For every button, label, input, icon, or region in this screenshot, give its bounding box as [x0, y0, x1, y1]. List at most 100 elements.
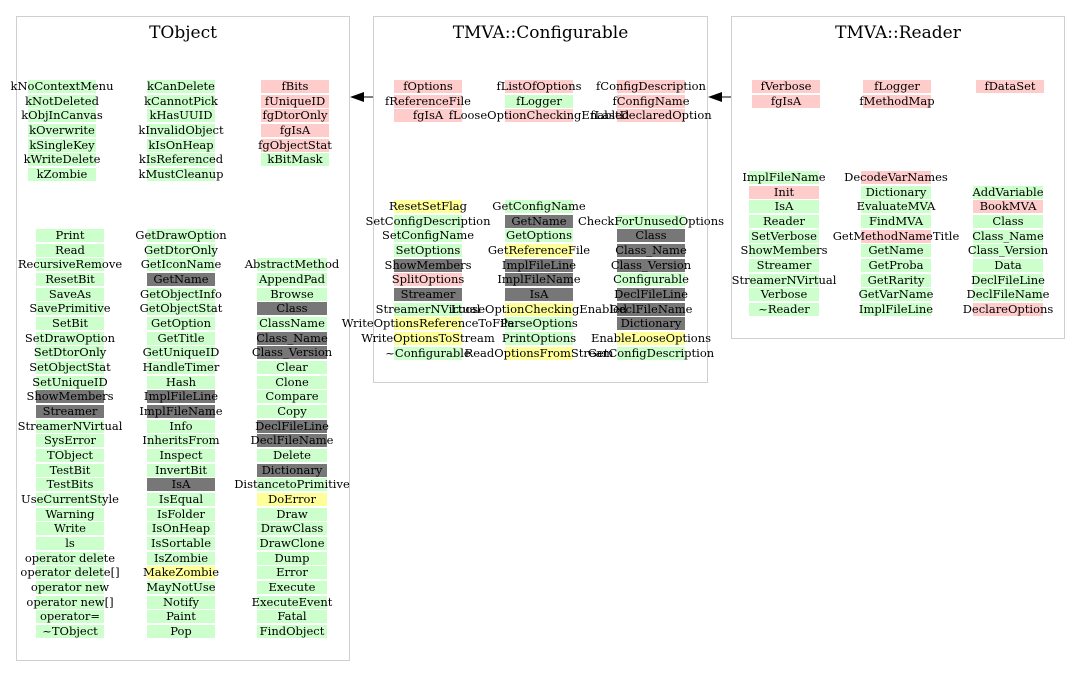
member-setdtoronly: SetDtorOnly: [34, 346, 106, 359]
member-getmethodnametitle: GetMethodNameTitle: [833, 230, 959, 243]
member-highlight: [973, 186, 1043, 199]
member-label: Class: [635, 228, 667, 242]
member-label: Write: [54, 521, 86, 535]
member-label: Dump: [274, 551, 310, 565]
member-highlight: [394, 303, 462, 316]
member-highlight: [147, 346, 215, 359]
member-highlight: [36, 390, 104, 403]
member-highlight: [257, 596, 327, 609]
member-getconfigname: GetConfigName: [492, 200, 586, 213]
member-dictionary: Dictionary: [257, 464, 327, 477]
member-isa: IsA: [505, 288, 573, 301]
member-label: IsEqual: [158, 492, 204, 506]
member-highlight: [36, 302, 104, 315]
member-checkforunusedoptions: CheckForUnusedOptions: [578, 215, 724, 228]
member-clear: Clear: [257, 361, 327, 374]
member-label: DeclFileName: [250, 433, 334, 447]
member-findobject: FindObject: [257, 625, 327, 638]
member-highlight: [749, 259, 819, 272]
member-label: Info: [169, 419, 193, 433]
member-highlight: [261, 109, 329, 122]
member-isa: IsA: [147, 478, 215, 491]
member-highlight: [257, 566, 327, 579]
member-label: SetUniqueID: [32, 375, 108, 389]
member-isequal: IsEqual: [147, 493, 215, 506]
member-label: Class_Name: [615, 243, 687, 257]
panel-title-configurable: TMVA::Configurable: [452, 23, 629, 43]
member-label: Clear: [276, 360, 308, 374]
member-label: GetProba: [868, 258, 924, 272]
member-declareoptions: DeclareOptions: [963, 303, 1053, 316]
member-highlight: [749, 303, 819, 316]
member-kobjincanvas: kObjInCanvas: [21, 109, 103, 122]
member-highlight: [861, 200, 931, 213]
member-highlight: [505, 317, 573, 330]
member-label: kHasUUID: [149, 108, 213, 122]
member-highlight: [147, 95, 215, 108]
member-label: TestBits: [46, 477, 94, 491]
member-highlight: [394, 200, 462, 213]
member-label: kMustCleanup: [138, 167, 224, 181]
member-label: ImplFileName: [497, 272, 581, 286]
member-getdrawoption: GetDrawOption: [135, 229, 227, 242]
member-makezombie: MakeZombie: [143, 566, 219, 579]
member-highlight: [861, 288, 931, 301]
member-highlight: [147, 258, 215, 271]
member-fgisa: fgIsA: [394, 109, 462, 122]
member-label: DeclFileLine: [255, 419, 329, 433]
member-label: ParseOptions: [500, 316, 578, 330]
member-label: DeclFileName: [609, 302, 693, 316]
arrow-reader-to-configurable: [708, 92, 731, 102]
member-label: Inspect: [159, 448, 203, 462]
member-label: BookMVA: [979, 199, 1037, 213]
member-resetsetflag: ResetSetFlag: [389, 200, 467, 213]
member-label: Paint: [166, 609, 196, 623]
member-highlight: [257, 288, 327, 301]
member-ls: ls: [36, 537, 104, 550]
member-highlight: [861, 244, 931, 257]
member-label: kCannotPick: [144, 94, 218, 108]
member-highlight: [147, 610, 215, 623]
member-class-version: Class_Version: [252, 346, 332, 359]
member-evaluatemva: EvaluateMVA: [857, 200, 935, 213]
member-reader: Reader: [749, 215, 819, 228]
member-label: SetDrawOption: [24, 331, 116, 345]
member-highlight: [36, 346, 104, 359]
member-addvariable: AddVariable: [972, 186, 1044, 199]
member-label: kWriteDelete: [23, 152, 101, 166]
member-label: ShowMembers: [26, 389, 114, 403]
member-highlight: [147, 153, 215, 166]
member-fconfigname: fConfigName: [612, 95, 690, 108]
member-koverwrite: kOverwrite: [28, 124, 96, 137]
member-highlight: [861, 274, 931, 287]
member-label: GetRarity: [867, 273, 925, 287]
member-kinvalidobject: kInvalidObject: [138, 124, 224, 137]
member-label: SetConfigName: [381, 228, 475, 242]
member-getdtoronly: GetDtorOnly: [144, 244, 218, 257]
member-saveprimitive: SavePrimitive: [29, 302, 111, 315]
member-label: DrawClone: [259, 536, 325, 550]
member-highlight: [147, 139, 215, 152]
member-highlight: [505, 273, 573, 286]
member-highlight: [505, 303, 573, 316]
member-highlight: [617, 347, 685, 360]
member-highlight: [394, 317, 462, 330]
member-looseoptioncheckingenabled: LooseOptionCheckingEnabled: [451, 303, 627, 316]
member-isonheap: IsOnHeap: [147, 522, 215, 535]
member-label: operator delete[]: [20, 565, 120, 579]
member-label: ls: [65, 536, 75, 550]
member-syserror: SysError: [36, 434, 104, 447]
member-highlight: [505, 95, 573, 108]
member-tobject: TObject: [36, 449, 104, 462]
member-highlight: [257, 346, 327, 359]
member-label: SetObjectStat: [29, 360, 111, 374]
member-label: kObjInCanvas: [21, 108, 103, 122]
member-label: Compare: [265, 389, 319, 403]
member-label: Browse: [270, 287, 314, 301]
member-writeoptionstostream: WriteOptionsToStream: [361, 332, 495, 345]
member-class-version: Class_Version: [968, 244, 1048, 257]
member-label: operator new: [30, 580, 110, 594]
member-operator-new: operator new[]: [26, 596, 114, 609]
member-label: fMethodMap: [859, 94, 935, 108]
